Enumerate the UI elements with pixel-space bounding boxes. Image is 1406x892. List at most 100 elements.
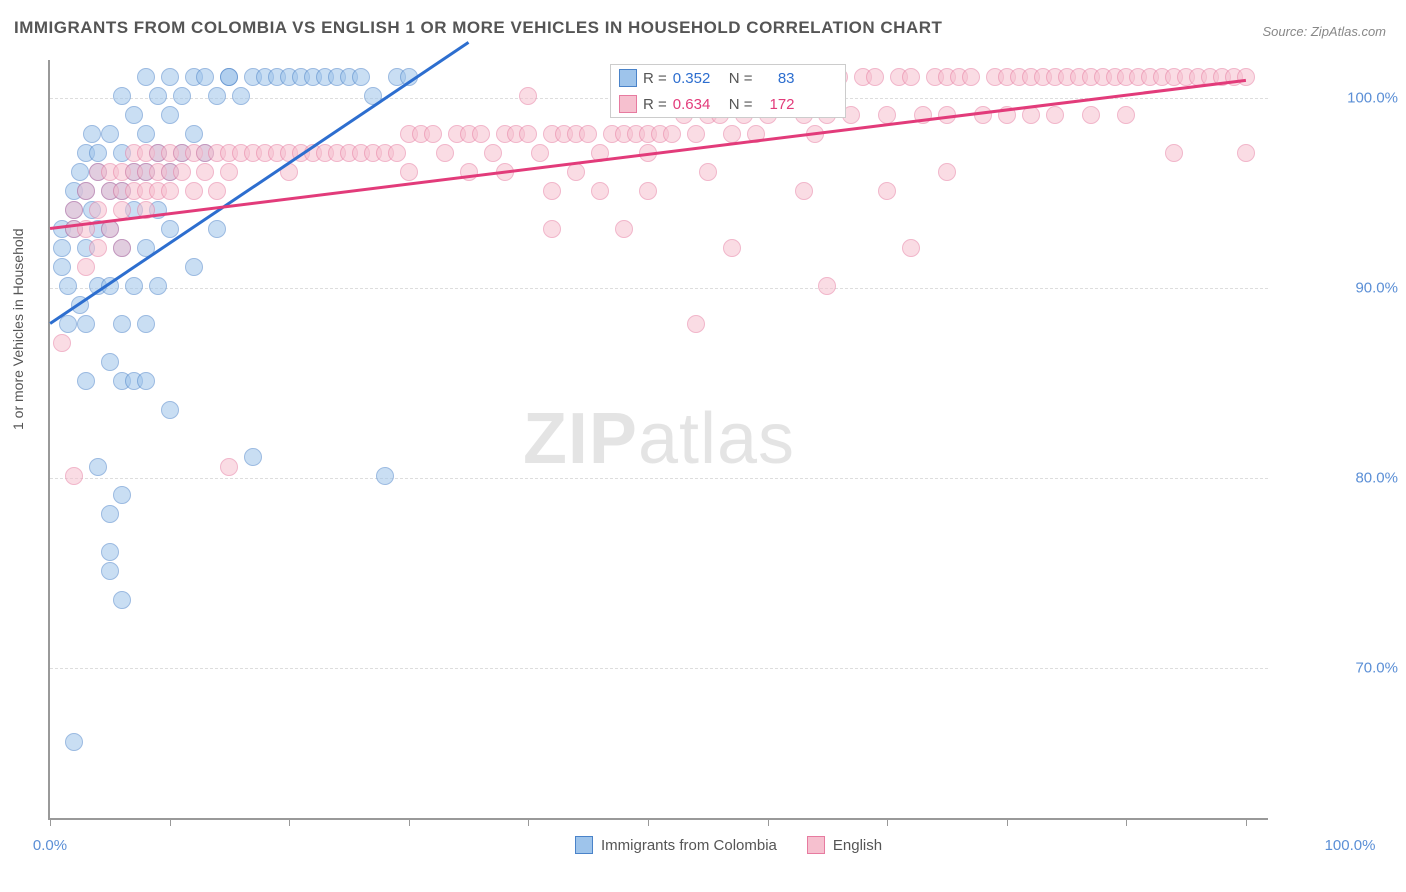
scatter-point bbox=[878, 182, 896, 200]
scatter-point bbox=[376, 467, 394, 485]
scatter-point bbox=[220, 458, 238, 476]
scatter-point bbox=[113, 239, 131, 257]
scatter-point bbox=[1237, 144, 1255, 162]
y-axis-label: 1 or more Vehicles in Household bbox=[10, 228, 26, 430]
chart-container: IMMIGRANTS FROM COLOMBIA VS ENGLISH 1 OR… bbox=[0, 0, 1406, 892]
scatter-point bbox=[173, 163, 191, 181]
scatter-point bbox=[699, 163, 717, 181]
scatter-point bbox=[149, 87, 167, 105]
scatter-point bbox=[208, 182, 226, 200]
scatter-point bbox=[591, 182, 609, 200]
scatter-point bbox=[436, 144, 454, 162]
x-tick bbox=[887, 818, 888, 826]
scatter-point bbox=[723, 239, 741, 257]
scatter-point bbox=[137, 68, 155, 86]
scatter-point bbox=[65, 467, 83, 485]
y-tick-label: 80.0% bbox=[1278, 470, 1398, 487]
x-tick bbox=[289, 818, 290, 826]
scatter-point bbox=[232, 87, 250, 105]
scatter-point bbox=[53, 239, 71, 257]
scatter-point bbox=[137, 372, 155, 390]
x-tick bbox=[1007, 818, 1008, 826]
scatter-point bbox=[938, 163, 956, 181]
scatter-point bbox=[185, 182, 203, 200]
scatter-point bbox=[77, 315, 95, 333]
scatter-point bbox=[59, 277, 77, 295]
scatter-point bbox=[220, 163, 238, 181]
scatter-point bbox=[65, 201, 83, 219]
scatter-point bbox=[687, 125, 705, 143]
scatter-point bbox=[1237, 68, 1255, 86]
scatter-point bbox=[89, 201, 107, 219]
scatter-point bbox=[962, 68, 980, 86]
x-tick bbox=[1126, 818, 1127, 826]
scatter-point bbox=[388, 144, 406, 162]
scatter-point bbox=[974, 106, 992, 124]
scatter-point bbox=[472, 125, 490, 143]
x-tick bbox=[409, 818, 410, 826]
watermark-atlas: atlas bbox=[638, 399, 795, 479]
scatter-point bbox=[795, 182, 813, 200]
scatter-point bbox=[83, 125, 101, 143]
x-tick-label-right: 100.0% bbox=[1325, 837, 1376, 854]
watermark: ZIPatlas bbox=[523, 398, 795, 480]
scatter-point bbox=[125, 277, 143, 295]
scatter-point bbox=[208, 87, 226, 105]
scatter-point bbox=[866, 68, 884, 86]
scatter-point bbox=[101, 543, 119, 561]
scatter-point bbox=[185, 125, 203, 143]
legend-n-label: N = bbox=[729, 70, 753, 87]
scatter-point bbox=[543, 220, 561, 238]
scatter-point bbox=[59, 315, 77, 333]
scatter-point bbox=[113, 315, 131, 333]
scatter-point bbox=[902, 239, 920, 257]
scatter-point bbox=[101, 353, 119, 371]
chart-title: IMMIGRANTS FROM COLOMBIA VS ENGLISH 1 OR… bbox=[14, 18, 942, 38]
x-tick bbox=[648, 818, 649, 826]
scatter-point bbox=[53, 334, 71, 352]
scatter-point bbox=[125, 106, 143, 124]
x-tick-label-left: 0.0% bbox=[33, 837, 67, 854]
legend-stats-box: R =0.352N =83R =0.634N =172 bbox=[610, 64, 846, 118]
scatter-point bbox=[878, 106, 896, 124]
legend-stats-row: R =0.352N =83 bbox=[611, 65, 845, 91]
watermark-zip: ZIP bbox=[523, 399, 638, 479]
scatter-point bbox=[113, 87, 131, 105]
scatter-point bbox=[173, 87, 191, 105]
y-tick-label: 70.0% bbox=[1278, 660, 1398, 677]
scatter-point bbox=[149, 277, 167, 295]
scatter-point bbox=[484, 144, 502, 162]
legend-bottom-item: English bbox=[807, 836, 882, 854]
x-tick bbox=[1246, 818, 1247, 826]
scatter-point bbox=[902, 68, 920, 86]
scatter-point bbox=[208, 220, 226, 238]
scatter-point bbox=[185, 258, 203, 276]
scatter-point bbox=[113, 486, 131, 504]
scatter-point bbox=[1046, 106, 1064, 124]
legend-swatch bbox=[807, 836, 825, 854]
scatter-point bbox=[531, 144, 549, 162]
scatter-point bbox=[137, 315, 155, 333]
scatter-point bbox=[161, 220, 179, 238]
scatter-point bbox=[519, 125, 537, 143]
legend-series-name: Immigrants from Colombia bbox=[601, 837, 777, 854]
scatter-point bbox=[615, 220, 633, 238]
scatter-point bbox=[1165, 144, 1183, 162]
scatter-point bbox=[89, 458, 107, 476]
scatter-point bbox=[1082, 106, 1100, 124]
scatter-point bbox=[220, 68, 238, 86]
x-tick bbox=[768, 818, 769, 826]
chart-source: Source: ZipAtlas.com bbox=[1262, 24, 1386, 39]
legend-series-name: English bbox=[833, 837, 882, 854]
scatter-point bbox=[663, 125, 681, 143]
scatter-point bbox=[101, 125, 119, 143]
scatter-point bbox=[687, 315, 705, 333]
y-tick-label: 100.0% bbox=[1278, 90, 1398, 107]
legend-swatch bbox=[619, 95, 637, 113]
legend-n-value: 83 bbox=[759, 70, 795, 87]
scatter-point bbox=[53, 258, 71, 276]
scatter-point bbox=[196, 68, 214, 86]
gridline-h bbox=[50, 478, 1268, 479]
scatter-point bbox=[519, 87, 537, 105]
scatter-point bbox=[424, 125, 442, 143]
